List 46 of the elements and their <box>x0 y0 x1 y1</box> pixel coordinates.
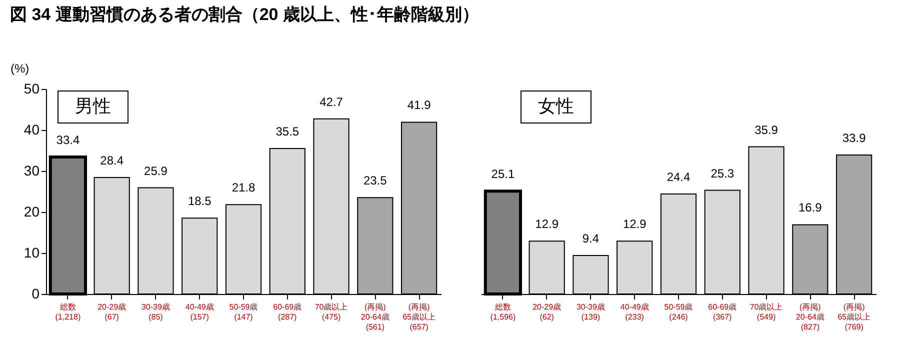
y-axis-title: (%) <box>10 62 30 76</box>
data-label: 23.5 <box>363 174 388 188</box>
x-tick-label: 70歳以上 (475) <box>314 302 348 322</box>
x-tick-label: 30-39歳 (139) <box>576 302 605 322</box>
data-label: 35.5 <box>276 124 300 138</box>
data-label: 41.9 <box>407 98 432 112</box>
data-label: 33.4 <box>56 133 80 148</box>
x-tick-label: (再掲) 20-64歳 (827) <box>796 302 824 332</box>
data-label: 24.4 <box>666 170 690 184</box>
chart-title: 図 34 運動習慣のある者の割合（20 歳以上、性･年齢階級別） <box>10 5 479 24</box>
data-label: 25.3 <box>710 166 734 180</box>
data-label: 18.5 <box>188 194 212 208</box>
x-tick-label: 70歳以上 (549) <box>750 302 783 322</box>
data-label: 16.9 <box>798 200 822 215</box>
x-tick-label: (再掲) 65歳以上 (769) <box>838 302 871 332</box>
data-label: 12.9 <box>622 217 647 232</box>
annotation: 男性 <box>75 96 111 116</box>
x-tick-label: 30-39歳 (85) <box>141 302 170 322</box>
data-label: 25.1 <box>491 167 515 182</box>
x-tick-label: (再掲) 20-64歳 (561) <box>360 302 390 332</box>
y-tick-label: 50 <box>24 80 40 96</box>
x-tick-label: 総数 (1,218) <box>55 302 81 322</box>
x-tick-label: 40-49歳 (157) <box>185 302 214 322</box>
data-label: 21.8 <box>232 180 256 195</box>
data-label: 42.7 <box>320 94 344 109</box>
data-label: 25.9 <box>144 164 168 178</box>
data-label: 28.4 <box>100 154 124 168</box>
data-label: 33.9 <box>842 131 866 146</box>
x-tick-label: (再掲) 65歳以上 (657) <box>402 302 436 332</box>
x-tick-label: 総数 (1,596) <box>490 302 516 322</box>
data-label: 9.4 <box>582 231 600 246</box>
data-label: 35.9 <box>754 122 778 137</box>
x-tick-label: 20-29歳 (62) <box>532 302 562 322</box>
x-tick-label: 20-29歳 (67) <box>98 302 126 322</box>
y-tick-label: 10 <box>24 244 40 260</box>
x-tick-label: 60-69歳 (287) <box>273 302 302 322</box>
annotation: 女性 <box>538 96 574 116</box>
data-label: 12.9 <box>535 217 559 232</box>
y-tick-label: 20 <box>24 204 40 220</box>
y-tick-label: 30 <box>24 162 40 178</box>
x-tick-label: 60-69歳 (367) <box>708 302 737 322</box>
x-tick-label: 40-49歳 (233) <box>620 302 649 322</box>
x-tick-label: 50-59歳 (147) <box>229 302 258 322</box>
y-tick-label: 40 <box>24 122 40 138</box>
y-tick-label: 0 <box>32 286 40 302</box>
x-tick-label: 50-59歳 (246) <box>664 302 693 322</box>
